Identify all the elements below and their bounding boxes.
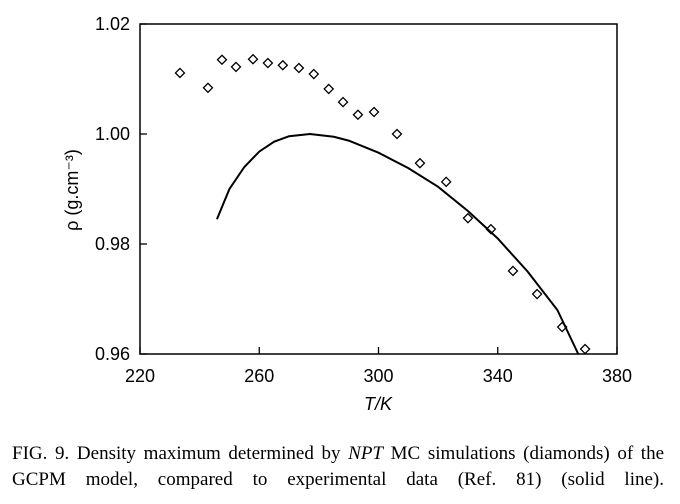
caption-text: NPT <box>348 443 383 464</box>
data-point <box>391 128 403 140</box>
y-tick-label: 0.98 <box>95 234 130 254</box>
y-tick-label: 1.00 <box>95 124 130 144</box>
x-tick-label: 380 <box>602 366 632 386</box>
data-point <box>230 61 242 73</box>
data-point <box>531 288 543 300</box>
y-tick-label: 1.02 <box>95 14 130 34</box>
data-point <box>368 106 380 118</box>
x-axis-label: T/K <box>364 394 393 414</box>
data-point <box>202 82 214 94</box>
caption-text: MC simulations (diamonds) of the GCPM mo… <box>12 443 665 490</box>
y-tick-label: 0.96 <box>95 344 130 364</box>
chart: T/K ρ (g.cm⁻³) 220 260 300 340 380 0.96 0.98 1.… <box>62 14 632 414</box>
data-point <box>247 53 259 65</box>
y-axis-label: ρ (g.cm⁻³) <box>62 149 82 231</box>
data-point <box>308 68 320 80</box>
data-point <box>174 67 186 79</box>
data-point <box>485 223 497 235</box>
x-tick-label: 340 <box>483 366 513 386</box>
data-point <box>323 83 335 95</box>
caption: FIG. 9. Density maximum determined by NP… <box>12 441 664 493</box>
data-point <box>352 109 364 121</box>
x-tick-label: 220 <box>125 366 155 386</box>
data-point <box>216 54 228 66</box>
data-point <box>337 96 349 108</box>
data-point <box>262 57 274 69</box>
data-point <box>414 157 426 169</box>
data-point <box>277 59 289 71</box>
x-tick-label: 260 <box>244 366 274 386</box>
caption-text: FIG. 9. Density maximum determined by <box>12 443 349 464</box>
x-tick-label: 300 <box>363 366 393 386</box>
plot-frame <box>139 23 618 355</box>
data-point <box>440 176 452 188</box>
data-point <box>293 62 305 74</box>
data-point <box>579 343 591 355</box>
data-line <box>215 132 580 355</box>
data-point <box>462 212 474 224</box>
data-point <box>507 265 519 277</box>
